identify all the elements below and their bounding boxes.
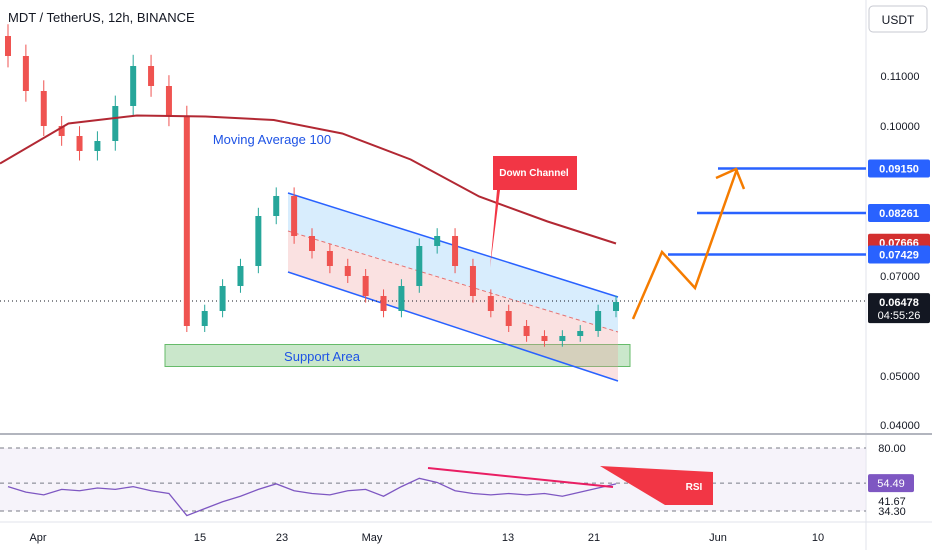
rsi-callout-label: RSI bbox=[686, 482, 703, 493]
rsi-trendline bbox=[427, 467, 614, 488]
price-tick-label: 0.07000 bbox=[880, 271, 920, 283]
last-price-label: 0.06478 bbox=[879, 297, 919, 309]
price-tick-label: 0.10000 bbox=[880, 121, 920, 133]
candle-body bbox=[76, 136, 83, 151]
candle-body bbox=[309, 236, 315, 251]
down-channel-callout bbox=[490, 156, 577, 268]
candle-body bbox=[398, 286, 405, 311]
moving-average-line bbox=[0, 114, 617, 245]
time-tick-label: 15 bbox=[194, 532, 206, 544]
rsi-current-badge bbox=[868, 474, 914, 493]
time-tick-label: 21 bbox=[588, 532, 600, 544]
price-tick-label: 0.05000 bbox=[880, 371, 920, 383]
candle-body bbox=[273, 196, 280, 216]
down-channel-label: Down Channel bbox=[499, 168, 569, 179]
channel-lower-line bbox=[287, 271, 619, 382]
time-tick-label: 23 bbox=[276, 532, 288, 544]
price-level-label: 0.08261 bbox=[879, 208, 919, 220]
price-level-label: 0.07429 bbox=[879, 250, 919, 262]
rsi-tick-label: 80.00 bbox=[878, 443, 906, 455]
candle-body bbox=[201, 311, 208, 326]
candle-body bbox=[237, 266, 244, 286]
time-tick-label: Jun bbox=[709, 532, 727, 544]
candle-body bbox=[487, 296, 494, 311]
rsi-band bbox=[0, 448, 866, 511]
rsi-line bbox=[7, 477, 617, 517]
price-level-badge bbox=[868, 159, 930, 178]
candle-body bbox=[94, 141, 101, 151]
time-tick-label: 13 bbox=[502, 532, 514, 544]
time-tick-label: Apr bbox=[29, 532, 46, 544]
candle-body bbox=[112, 106, 119, 141]
candle-body bbox=[22, 56, 29, 91]
candle-body bbox=[344, 266, 351, 276]
candle-body bbox=[326, 251, 333, 266]
candle-body bbox=[595, 311, 602, 331]
rsi-tick-label: 34.30 bbox=[878, 506, 906, 518]
support-area-label: Support Area bbox=[284, 349, 361, 364]
candle-body bbox=[165, 86, 172, 116]
candle-body bbox=[362, 276, 369, 296]
candle-body bbox=[380, 296, 387, 311]
candle-body bbox=[434, 236, 441, 246]
candle-body bbox=[255, 216, 262, 266]
rsi-tick-label: 41.67 bbox=[878, 496, 906, 508]
currency-button[interactable] bbox=[868, 5, 928, 33]
candle-body bbox=[613, 302, 619, 311]
candle-body bbox=[5, 36, 11, 56]
price-level-badge bbox=[868, 203, 930, 222]
support-area-zone bbox=[164, 344, 631, 367]
projection-arrowhead bbox=[715, 167, 746, 190]
time-tick-label: 10 bbox=[812, 532, 824, 544]
candle-body bbox=[219, 286, 226, 311]
price-tick-label: 0.04000 bbox=[880, 420, 920, 432]
candle-body bbox=[452, 236, 459, 266]
channel-lower-fill bbox=[288, 231, 618, 381]
candle-body bbox=[523, 326, 530, 336]
ma-annotation: Moving Average 100 bbox=[213, 132, 331, 147]
candle-body bbox=[291, 196, 298, 236]
price-level-badge bbox=[868, 245, 930, 264]
candle-body bbox=[505, 311, 512, 326]
candle-body bbox=[183, 116, 190, 326]
countdown-label: 04:55:26 bbox=[878, 310, 921, 322]
last-price-badge bbox=[868, 293, 930, 324]
candle-body bbox=[130, 66, 137, 106]
channel-midline bbox=[287, 230, 619, 333]
currency-button-label[interactable]: USDT bbox=[882, 13, 915, 27]
chart-title: MDT / TetherUS, 12h, BINANCE bbox=[8, 10, 195, 25]
candle-body bbox=[577, 331, 584, 336]
candle-body bbox=[58, 126, 65, 136]
candle-body bbox=[541, 336, 548, 341]
projection-path bbox=[631, 168, 739, 320]
rsi-callout bbox=[600, 466, 713, 505]
candle-body bbox=[469, 266, 476, 296]
candle-body bbox=[559, 336, 566, 341]
candle-body bbox=[416, 246, 423, 286]
time-tick-label: May bbox=[362, 532, 383, 544]
candle-body bbox=[40, 91, 47, 126]
rsi-current-label: 54.49 bbox=[877, 478, 905, 490]
price-tick-label: 0.11000 bbox=[881, 71, 920, 83]
candle-body bbox=[148, 66, 155, 86]
price-level-label: 0.09150 bbox=[879, 164, 919, 176]
